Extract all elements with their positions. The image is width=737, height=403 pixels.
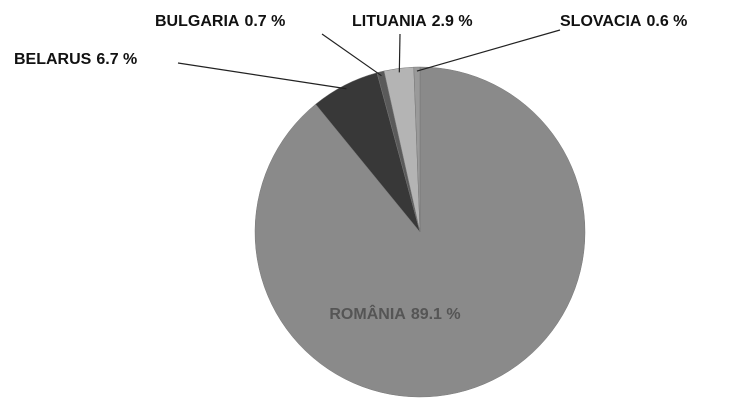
- value-label: 2.9 %: [431, 13, 473, 30]
- leader-line: [398, 33, 401, 73]
- value-label: 0.6 %: [646, 13, 688, 30]
- slice-label: SLOVACIA 0.6 %: [560, 12, 687, 32]
- category-name: SLOVACIA: [560, 13, 642, 30]
- leader-line: [321, 33, 382, 77]
- pie-slice: [413, 66, 421, 233]
- value-label: 89.1 %: [410, 306, 461, 323]
- category-name: ROMÂNIA: [329, 306, 406, 323]
- leader-line: [177, 62, 347, 90]
- leader-line: [416, 29, 561, 72]
- category-name: BULGARIA: [155, 13, 240, 30]
- slice-label: ROMÂNIA 89.1 %: [320, 305, 470, 325]
- slice-label: BULGARIA 0.7 %: [155, 12, 285, 32]
- slice-label: LITUANIA 2.9 %: [352, 12, 473, 32]
- slice-label: BELARUS 6.7 %: [14, 50, 137, 70]
- category-name: LITUANIA: [352, 13, 427, 30]
- value-label: 0.7 %: [244, 13, 286, 30]
- category-name: BELARUS: [14, 51, 92, 68]
- value-label: 6.7 %: [96, 51, 138, 68]
